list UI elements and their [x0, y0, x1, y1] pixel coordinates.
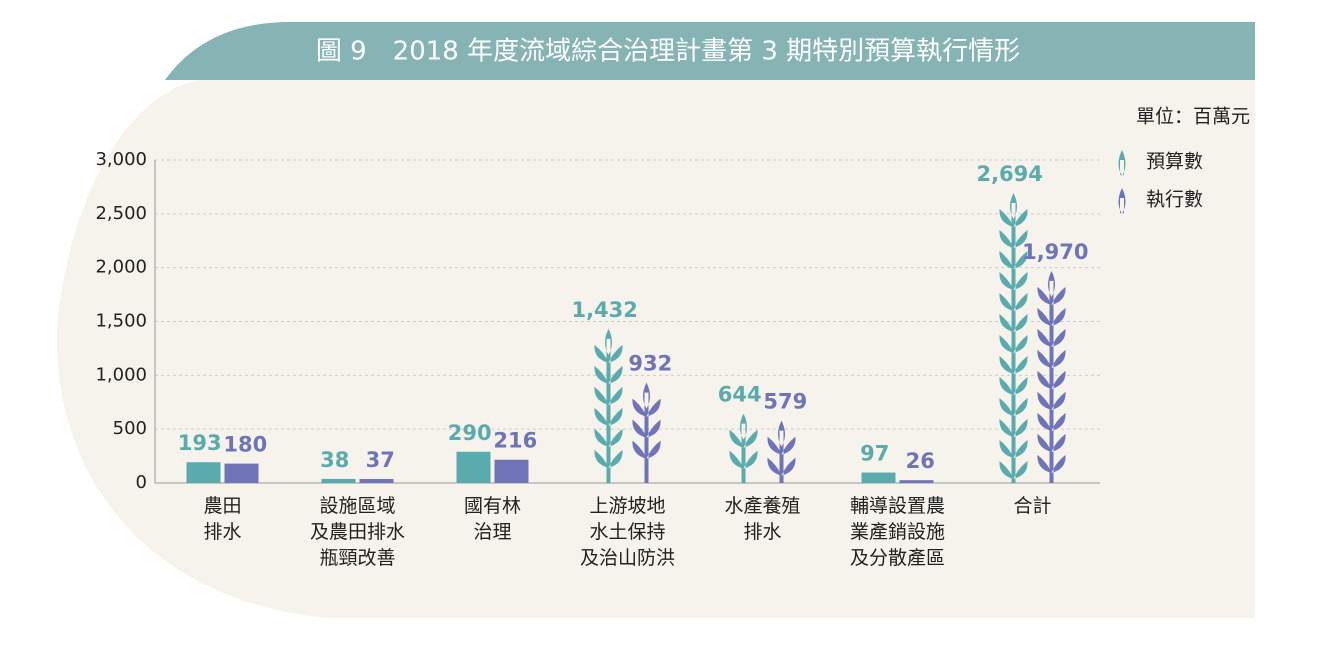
x-tick-label: 設施區域 及農田排水 瓶頸改善: [309, 495, 405, 569]
value-label: 1,970: [1022, 240, 1088, 264]
value-label: 290: [448, 421, 492, 445]
bar: [861, 472, 896, 483]
x-tick-label: 國有林 治理: [463, 495, 521, 543]
y-tick-label: 2,000: [95, 257, 147, 278]
plant-bar: [767, 420, 796, 483]
y-tick-label: 1,000: [95, 364, 147, 385]
bar: [456, 451, 491, 483]
y-tick-label: 3,000: [95, 149, 147, 170]
bar: [224, 463, 259, 483]
plant-bar: [1037, 270, 1066, 483]
value-label: 97: [860, 442, 889, 466]
value-label: 180: [223, 433, 267, 457]
y-tick-label: 1,500: [95, 311, 147, 332]
y-tick-label: 500: [113, 418, 147, 439]
bar: [494, 459, 529, 483]
value-label: 26: [906, 449, 935, 473]
value-label: 37: [366, 448, 395, 472]
legend-label: 預算數: [1146, 151, 1203, 173]
x-tick-label: 上游坡地 水土保持 及治山防洪: [579, 495, 675, 569]
plant-bar: [594, 328, 623, 483]
value-label: 579: [763, 390, 807, 414]
plant-bar: [729, 413, 758, 483]
value-label: 193: [178, 431, 222, 455]
x-tick-label: 農田 排水: [203, 495, 242, 543]
value-label: 644: [718, 383, 762, 407]
bar: [359, 479, 394, 483]
value-label: 216: [493, 429, 537, 453]
bar: [899, 480, 934, 483]
background: [57, 22, 1256, 618]
legend-label: 執行數: [1146, 189, 1203, 211]
x-tick-label: 合計: [1013, 495, 1052, 517]
y-tick-label: 2,500: [95, 203, 147, 224]
legend-icon: [1118, 150, 1126, 176]
bar: [321, 478, 356, 483]
legend-icon: [1118, 188, 1126, 214]
chart-title: 圖 9 2018 年度流域綜合治理計畫第 3 期特別預算執行情形: [316, 37, 1020, 67]
value-label: 38: [320, 448, 349, 472]
x-tick-label: 水產養殖 排水: [724, 495, 801, 543]
value-label: 1,432: [571, 298, 637, 322]
plant-bar: [632, 382, 661, 483]
plant-bar: [999, 192, 1028, 484]
unit-label: 單位：百萬元: [1136, 106, 1250, 128]
value-label: 2,694: [976, 162, 1042, 186]
value-label: 932: [628, 352, 672, 376]
title-band: [165, 22, 1255, 80]
x-tick-label: 輔導設置農 業產銷設施 及分散產區: [849, 495, 945, 569]
y-tick-label: 0: [136, 472, 147, 493]
bar: [186, 462, 221, 483]
